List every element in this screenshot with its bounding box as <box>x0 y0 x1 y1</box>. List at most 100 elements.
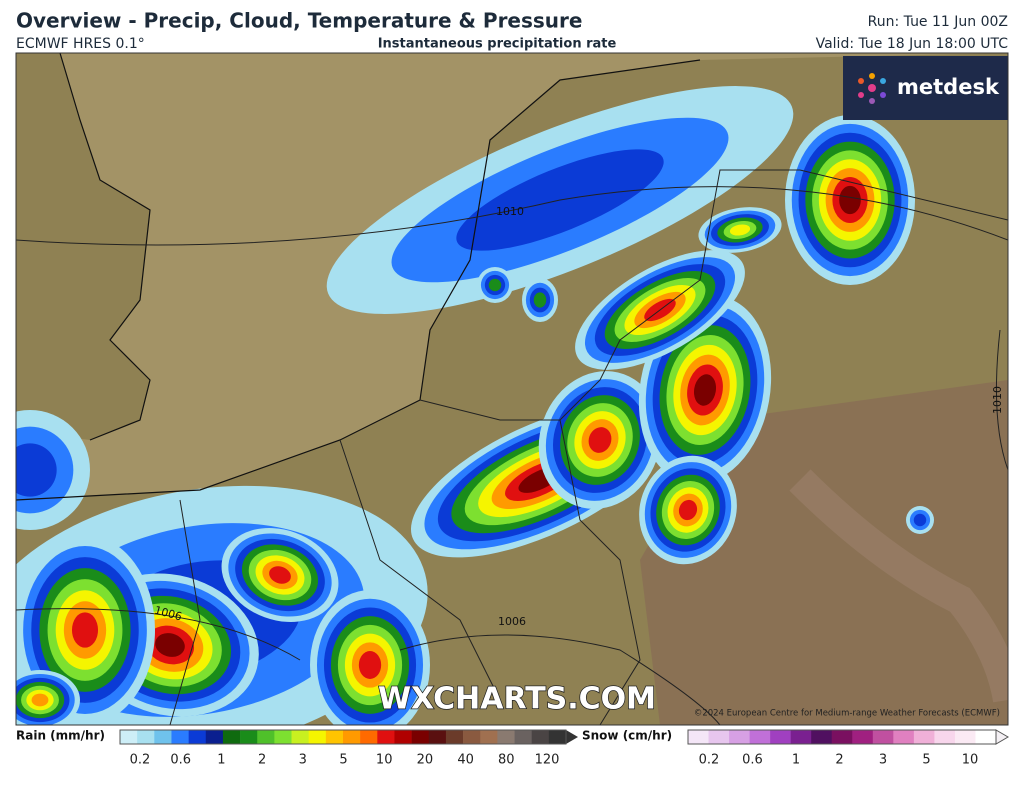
snow-color <box>975 730 997 744</box>
precip-blob <box>729 224 751 236</box>
snow-color <box>893 730 915 744</box>
snow-color <box>934 730 956 744</box>
valid: Valid: Tue 18 Jun 18:00 UTC <box>816 36 1009 52</box>
rain-color <box>497 730 515 744</box>
precip-blob <box>588 427 612 453</box>
precip-blob <box>269 566 291 584</box>
coast-continent <box>16 59 701 501</box>
rain-color <box>205 730 224 744</box>
rain-color <box>240 730 258 744</box>
map: 1010 1010 1006 1006 metdesk WXCHARTS.COM… <box>16 53 1008 725</box>
snow-color <box>872 730 894 744</box>
copyright: ©2024 European Centre for Medium-range W… <box>694 709 1000 719</box>
rain-color <box>343 730 361 744</box>
isobar-label: 1010 <box>496 205 524 218</box>
isobar-label: 1006 <box>498 615 526 628</box>
rain-label: 2 <box>258 753 266 768</box>
title: Overview - Precip, Cloud, Temperature & … <box>16 9 582 33</box>
rain-label: 80 <box>498 753 515 768</box>
snow-color <box>913 730 935 744</box>
rain-color <box>120 730 138 744</box>
snow-color <box>770 730 791 744</box>
rain-label: 40 <box>457 753 474 768</box>
snow-label: 3 <box>879 753 887 768</box>
snow-legend-title: Snow (cm/hr) <box>582 729 672 743</box>
precip-blob <box>839 185 861 215</box>
snow-label: 5 <box>922 753 930 768</box>
rain-color <box>257 730 275 744</box>
rain-color <box>394 730 412 744</box>
rain-color <box>360 730 378 744</box>
run: Run: Tue 11 Jun 00Z <box>868 14 1008 30</box>
precip-blob <box>71 612 99 648</box>
precip-blob <box>155 633 185 657</box>
map-frame <box>15 52 1009 726</box>
snow-color <box>852 730 874 744</box>
model: ECMWF HRES 0.1° <box>16 36 145 52</box>
precip-blob <box>678 499 698 521</box>
rain-color <box>411 730 430 744</box>
snow-label: 2 <box>835 753 843 768</box>
snow-label: 0.2 <box>699 753 720 768</box>
borders <box>169 169 1008 725</box>
rain-color <box>137 730 155 744</box>
snow-color <box>954 730 976 744</box>
rain-color <box>428 730 447 744</box>
rain-label: 1 <box>217 753 225 768</box>
terrain-ridge <box>789 469 1008 703</box>
snow-color <box>729 730 750 744</box>
precip-blob <box>16 443 57 497</box>
field: Instantaneous precipitation rate <box>378 37 617 52</box>
watermark: WXCHARTS.COM <box>378 682 656 717</box>
rain-label: 20 <box>417 753 434 768</box>
precip-blob <box>488 278 502 292</box>
rain-color <box>154 730 172 744</box>
logo-icon <box>858 73 886 104</box>
logo-text: metdesk <box>897 75 1000 99</box>
precip-blob <box>913 513 927 527</box>
rain-label: 10 <box>376 753 393 768</box>
rain-label: 5 <box>339 753 347 768</box>
rain-color <box>463 730 481 744</box>
rain-color <box>531 730 550 744</box>
coast-uk <box>59 53 151 441</box>
snow-color <box>749 730 771 744</box>
rain-color <box>308 730 327 744</box>
rain-color <box>325 730 344 744</box>
legend: 0.2 0.6 1 2 3 5 10 20 40 80 120 0.2 0.6 1 2 3 5 10 <box>119 729 1009 768</box>
snow-label: 0.6 <box>742 753 763 768</box>
rain-color <box>377 730 395 744</box>
snow-color <box>688 730 709 744</box>
precip-blob <box>31 693 49 707</box>
snow-frame <box>687 729 997 745</box>
precip-blob <box>358 651 382 679</box>
rain-label: 3 <box>299 753 307 768</box>
snow-color <box>831 730 853 744</box>
rain-color <box>222 730 241 744</box>
rain-color <box>514 730 532 744</box>
rain-legend-title: Rain (mm/hr) <box>16 729 105 743</box>
rain-label: 120 <box>535 753 560 768</box>
rain-label: 0.2 <box>130 753 151 768</box>
rain-color <box>445 730 464 744</box>
snow-color <box>790 730 812 744</box>
rain-label: 0.6 <box>170 753 191 768</box>
rain-color <box>188 730 207 744</box>
snow-label: 10 <box>962 753 979 768</box>
rain-color <box>291 730 309 744</box>
legend-arrow <box>566 730 578 744</box>
isobars <box>16 186 1008 725</box>
precip-blob <box>533 292 547 308</box>
precip-blob <box>693 374 717 406</box>
rain-color <box>171 730 189 744</box>
rain-color <box>480 730 498 744</box>
rain-frame <box>119 729 567 745</box>
snow-color <box>708 730 730 744</box>
snow-color <box>811 730 833 744</box>
isobar-label: 1010 <box>991 386 1004 414</box>
land-uk <box>16 53 150 440</box>
rain-color <box>548 730 567 744</box>
snow-label: 1 <box>792 753 800 768</box>
rain-color <box>274 730 292 744</box>
